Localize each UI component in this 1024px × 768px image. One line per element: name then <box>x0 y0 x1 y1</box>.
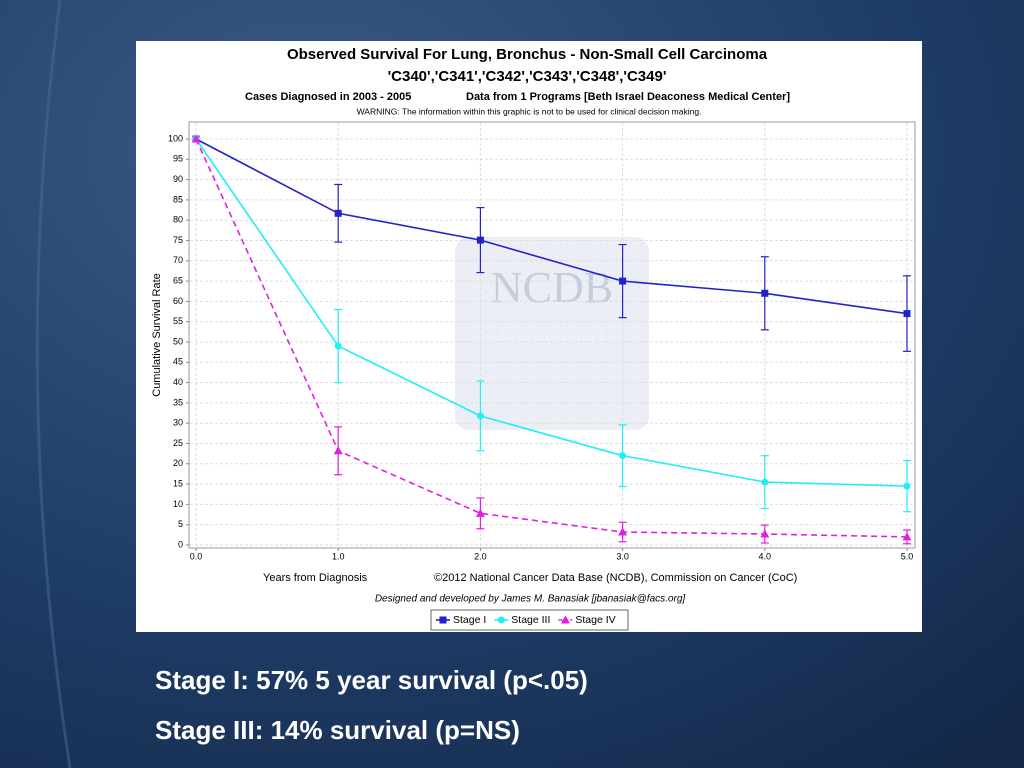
y-tick-label: 35 <box>173 397 183 407</box>
cases-text: Cases Diagnosed in 2003 - 2005 <box>245 91 411 103</box>
legend-marker <box>560 615 570 624</box>
data-point <box>191 134 201 143</box>
data-point <box>334 209 342 217</box>
watermark: Survival <box>498 318 607 354</box>
y-tick-label: 70 <box>173 255 183 265</box>
data-point <box>476 412 484 420</box>
y-tick-label: 50 <box>173 336 183 346</box>
x-tick-label: 3.0 <box>616 551 629 561</box>
y-tick-label: 90 <box>173 174 183 184</box>
x-tick-label: 0.0 <box>190 551 203 561</box>
y-tick-label: 95 <box>173 154 183 164</box>
data-point <box>902 532 912 541</box>
data-point <box>619 452 627 460</box>
legend-marker <box>497 616 505 624</box>
y-tick-label: 10 <box>173 499 183 509</box>
legend-box <box>430 609 629 631</box>
warning-text: WARNING: The information within this gra… <box>357 106 702 116</box>
y-tick-label: 60 <box>173 296 183 306</box>
x-axis-label: Years from Diagnosis <box>263 572 368 584</box>
series-line <box>195 138 908 487</box>
legend-marker <box>439 616 447 624</box>
data-point <box>761 478 769 486</box>
y-axis-label: Cumulative Survival Rate <box>151 273 163 397</box>
x-tick-label: 4.0 <box>759 551 772 561</box>
y-tick-label: 80 <box>173 215 183 225</box>
y-tick-label: 45 <box>173 357 183 367</box>
y-tick-label: 30 <box>173 418 183 428</box>
data-point <box>619 277 627 285</box>
legend-label: Stage I <box>453 614 486 626</box>
y-tick-label: 55 <box>173 316 183 326</box>
data-point <box>334 342 342 350</box>
legend-label: Stage III <box>511 614 550 626</box>
y-tick-label: 85 <box>173 194 183 204</box>
series-line <box>195 138 908 538</box>
y-tick-label: 20 <box>173 458 183 468</box>
decor-arc <box>35 0 72 768</box>
data-point <box>476 236 484 244</box>
x-tick-label: 2.0 <box>474 551 487 561</box>
chart-title: Observed Survival For Lung, Bronchus - N… <box>287 46 768 63</box>
programs-text: Data from 1 Programs [Beth Israel Deacon… <box>466 91 790 103</box>
y-tick-label: 15 <box>173 478 183 488</box>
bullet-text: Stage I: 57% 5 year survival (p<.05) <box>155 665 588 695</box>
x-tick-label: 1.0 <box>332 551 345 561</box>
watermark-box <box>455 237 649 430</box>
x-tick-label: 5.0 <box>901 551 914 561</box>
data-point <box>760 529 770 538</box>
data-point <box>475 508 485 517</box>
credit: Designed and developed by James M. Banas… <box>375 594 686 605</box>
copyright: ©2012 National Cancer Data Base (NCDB), … <box>434 572 797 584</box>
y-tick-label: 5 <box>178 519 183 529</box>
y-tick-label: 0 <box>178 539 183 549</box>
y-tick-label: 65 <box>173 275 183 285</box>
data-point <box>761 289 769 297</box>
data-point <box>618 527 628 536</box>
chart-subtitle: 'C340','C341','C342','C343','C348','C349… <box>388 68 667 85</box>
y-tick-label: 75 <box>173 235 183 245</box>
series-line <box>195 138 908 315</box>
y-tick-label: 40 <box>173 377 183 387</box>
data-point <box>903 310 911 318</box>
data-point <box>903 482 911 490</box>
data-point <box>333 446 343 455</box>
watermark: NCDB <box>491 263 613 312</box>
legend-label: Stage IV <box>575 614 615 626</box>
y-tick-label: 100 <box>168 133 183 143</box>
bullet-text: Stage III: 14% survival (p=NS) <box>155 715 520 745</box>
y-tick-label: 25 <box>173 438 183 448</box>
